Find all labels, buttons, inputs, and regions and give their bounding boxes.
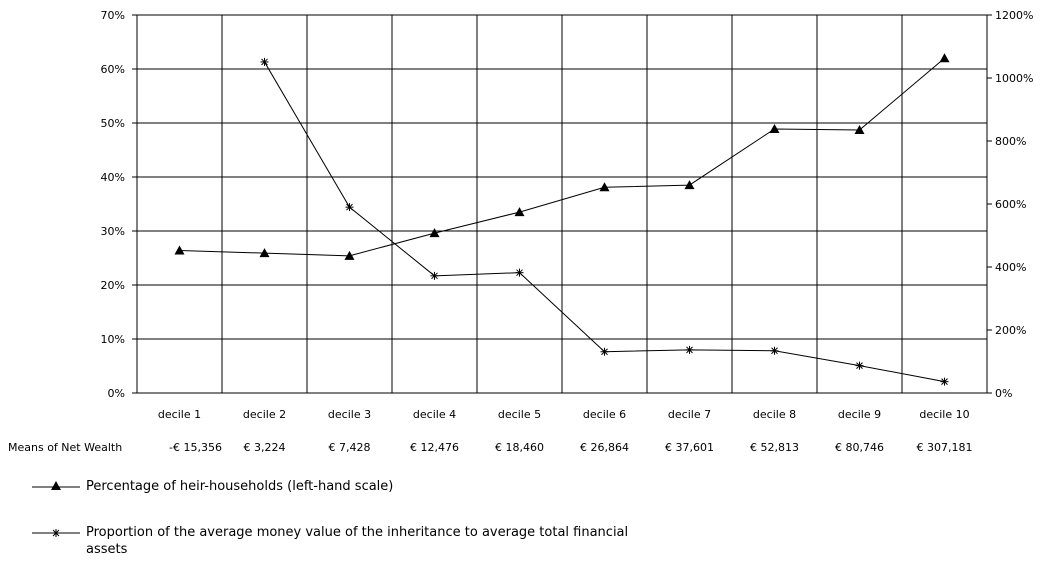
heir-point-5 [514,207,525,217]
category-labels: decile 1 decile 2 decile 3 decile 4 decile 5… [158,408,970,421]
legend-item-heir: Percentage of heir-households (left-hand… [30,478,393,495]
left-tick-label-2: 20% [101,279,125,292]
right-tick-label-3: 600% [995,198,1026,211]
right-tick-label-0: 0% [995,387,1012,400]
proportion-point-5 [515,268,524,277]
category-label-4: decile 4 [413,408,456,421]
category-label-2: decile 2 [243,408,286,421]
heir-point-10 [939,53,950,63]
proportion-point-4 [430,271,439,280]
legend-label-proportion: Proportion of the average money value of… [86,525,629,557]
proportion-point-7 [685,345,694,354]
proportion-point-9 [855,361,864,370]
right-axis-ticks: 0% 200% 400% 600% 800% 1000% 1200% [987,9,1033,400]
right-tick-label-4: 800% [995,135,1026,148]
net-wealth-value-2: € 3,224 [244,441,286,454]
means-net-wealth-row: Means of Net Wealth -€ 15,356 € 3,224 € 7,4… [8,441,972,454]
net-wealth-value-5: € 18,460 [495,441,544,454]
heir-point-7 [684,180,695,190]
heir-point-8 [769,123,780,133]
proportion-point-8 [770,346,779,355]
category-label-6: decile 6 [583,408,626,421]
left-tick-label-6: 60% [101,63,125,76]
legend-triangle-icon [32,481,80,490]
proportion-point-10 [940,377,949,386]
heir-point-3 [344,250,355,260]
category-label-3: decile 3 [328,408,371,421]
net-wealth-value-1: -€ 15,356 [169,441,222,454]
left-tick-label-1: 10% [101,333,125,346]
right-tick-label-5: 1000% [995,72,1033,85]
category-label-1: decile 1 [158,408,201,421]
net-wealth-value-6: € 26,864 [580,441,629,454]
left-tick-label-5: 50% [101,117,125,130]
net-wealth-value-7: € 37,601 [665,441,714,454]
proportion-point-2 [260,57,269,66]
left-axis-ticks: 0% 10% 20% 30% 40% 50% 60% 70% [101,9,137,400]
proportion-point-3 [345,203,354,212]
left-tick-label-7: 70% [101,9,125,22]
net-wealth-value-9: € 80,746 [835,441,884,454]
right-tick-label-2: 400% [995,261,1026,274]
chart: 0% 10% 20% 30% 40% 50% 60% 70% 0% 200% 400% 600% 80… [8,9,1033,454]
left-tick-label-0: 0% [108,387,125,400]
category-label-7: decile 7 [668,408,711,421]
left-tick-label-4: 40% [101,171,125,184]
net-wealth-value-8: € 52,813 [750,441,799,454]
net-wealth-value-3: € 7,428 [329,441,371,454]
heir-point-1 [174,245,185,255]
left-tick-label-3: 30% [101,225,125,238]
heir-point-6 [599,182,610,192]
net-wealth-value-10: € 307,181 [917,441,973,454]
legend-label-heir: Percentage of heir-households (left-hand… [86,479,394,494]
category-label-9: decile 9 [838,408,881,421]
grid [136,14,988,394]
net-wealth-value-4: € 12,476 [410,441,459,454]
series-line-2 [264,61,945,383]
proportion-point-6 [600,347,609,356]
category-label-10: decile 10 [919,408,969,421]
heir-point-2 [259,248,270,258]
right-tick-label-1: 200% [995,324,1026,337]
legend-item-proportion: Proportion of the average money value of… [30,524,646,558]
means-net-wealth-label: Means of Net Wealth [8,441,122,454]
heir-point-4 [429,228,440,238]
series-line-1 [179,57,945,257]
right-tick-label-6: 1200% [995,9,1033,22]
series-markers [174,53,950,386]
category-label-8: decile 8 [753,408,796,421]
legend-asterisk-icon [32,529,80,537]
heir-point-9 [854,125,865,135]
category-label-5: decile 5 [498,408,541,421]
